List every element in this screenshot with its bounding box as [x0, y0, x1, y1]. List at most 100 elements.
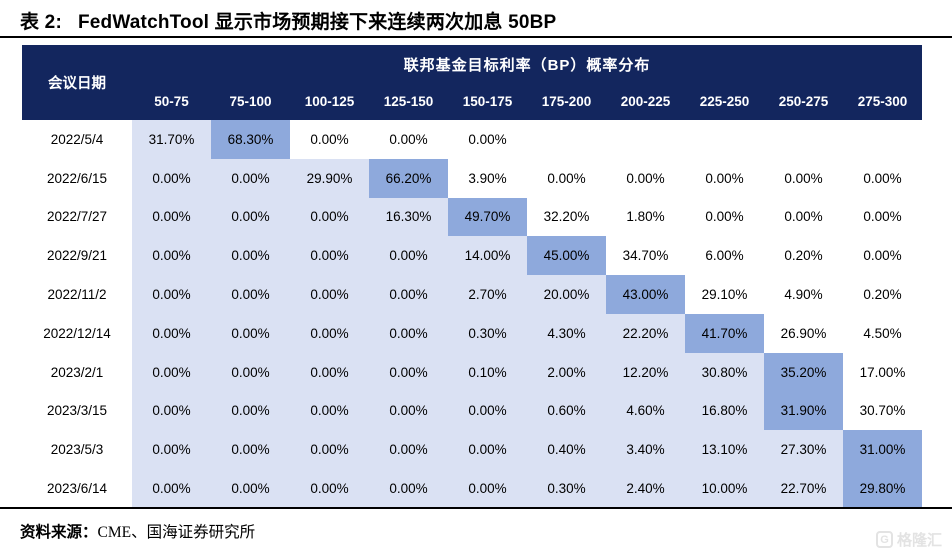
probability-cell: 66.20% — [369, 158, 448, 198]
probability-cell: 0.00% — [132, 469, 211, 508]
group-header: 联邦基金目标利率（BP）概率分布 — [132, 45, 922, 83]
source-label: 资料来源： — [20, 524, 98, 541]
probability-cell: 0.00% — [448, 120, 527, 159]
probability-cell: 0.00% — [369, 275, 448, 314]
gelonghui-logo-icon: G — [875, 531, 893, 548]
probability-cell — [843, 120, 922, 159]
probability-cell: 0.00% — [290, 430, 369, 470]
probability-cell: 29.10% — [685, 275, 764, 314]
probability-cell: 0.00% — [290, 236, 369, 276]
rate-bucket-header: 175-200 — [527, 83, 606, 120]
rate-bucket-header: 150-175 — [448, 83, 527, 120]
top-rule — [0, 36, 952, 39]
probability-cell: 0.00% — [132, 275, 211, 314]
meeting-date-cell: 2022/6/15 — [22, 158, 132, 198]
probability-cell: 0.00% — [527, 158, 606, 198]
probability-cell: 4.60% — [606, 391, 685, 431]
probability-cell: 45.00% — [527, 236, 606, 276]
probability-cell: 14.00% — [448, 236, 527, 276]
meeting-date-cell: 2023/5/3 — [22, 430, 132, 470]
probability-cell: 0.00% — [132, 236, 211, 276]
probability-cell: 0.00% — [369, 469, 448, 508]
probability-cell: 0.00% — [843, 197, 922, 237]
probability-cell: 0.00% — [211, 352, 290, 392]
rate-bucket-header: 75-100 — [211, 83, 290, 120]
meeting-date-cell: 2022/11/2 — [22, 275, 132, 314]
table-row: 2022/5/4 31.70% 68.30% 0.00% 0.00% 0.00% — [22, 120, 922, 159]
probability-cell: 0.00% — [685, 197, 764, 237]
table-row: 2022/12/14 0.00% 0.00% 0.00% 0.00% 0.30% 4.30%… — [22, 313, 922, 353]
probability-cell: 0.00% — [843, 158, 922, 198]
probability-cell: 0.60% — [527, 391, 606, 431]
table-row: 2022/6/15 0.00% 0.00% 29.90% 66.20% 3.90% 0.00… — [22, 158, 922, 198]
probability-cell: 10.00% — [685, 469, 764, 508]
probability-cell: 0.00% — [448, 391, 527, 431]
probability-cell: 30.70% — [843, 391, 922, 431]
probability-cell: 0.00% — [211, 430, 290, 470]
probability-cell: 0.00% — [369, 236, 448, 276]
probability-cell: 31.00% — [843, 430, 922, 470]
probability-cell: 0.00% — [290, 120, 369, 159]
probability-cell — [764, 120, 843, 159]
table-row: 2023/2/1 0.00% 0.00% 0.00% 0.00% 0.10% 2.00% 12… — [22, 352, 922, 392]
probability-cell: 0.00% — [369, 352, 448, 392]
source-text: CME、国海证券研究所 — [97, 524, 256, 541]
probability-cell: 2.00% — [527, 352, 606, 392]
probability-cell: 0.00% — [211, 313, 290, 353]
probability-cell: 0.00% — [290, 391, 369, 431]
rate-bucket-header: 275-300 — [843, 83, 922, 120]
probability-cell: 2.70% — [448, 275, 527, 314]
probability-cell: 0.00% — [290, 352, 369, 392]
probability-cell: 0.00% — [132, 352, 211, 392]
probability-cell: 31.90% — [764, 391, 843, 431]
table-title: 表 2: FedWatchTool 显示市场预期接下来连续两次加息 50BP — [20, 7, 556, 34]
gelonghui-watermark: G 格隆汇 — [875, 529, 942, 550]
probability-cell: 17.00% — [843, 352, 922, 392]
table-row: 2022/11/2 0.00% 0.00% 0.00% 0.00% 2.70% 20.00%… — [22, 275, 922, 314]
probability-cell: 27.30% — [764, 430, 843, 470]
probability-cell: 0.20% — [764, 236, 843, 276]
probability-cell: 0.00% — [369, 313, 448, 353]
meeting-date-cell: 2023/3/15 — [22, 391, 132, 431]
meeting-date-column-header: 会议日期 — [22, 45, 132, 120]
probability-cell: 0.00% — [290, 275, 369, 314]
probability-cell: 49.70% — [448, 197, 527, 237]
probability-cell: 41.70% — [685, 313, 764, 353]
meeting-date-cell: 2022/12/14 — [22, 313, 132, 353]
probability-cell: 4.90% — [764, 275, 843, 314]
table-header: 会议日期 联邦基金目标利率（BP）概率分布 50-75 75-100 100-125… — [22, 45, 922, 120]
meeting-date-cell: 2022/7/27 — [22, 197, 132, 237]
probability-cell: 35.20% — [764, 352, 843, 392]
rate-bucket-header: 250-275 — [764, 83, 843, 120]
table-body: 2022/5/4 31.70% 68.30% 0.00% 0.00% 0.00% 2022/… — [22, 120, 922, 508]
watermark-text: 格隆汇 — [896, 532, 942, 549]
rate-bucket-header: 50-75 — [132, 83, 211, 120]
rate-bucket-header: 225-250 — [685, 83, 764, 120]
probability-cell: 0.00% — [764, 197, 843, 237]
rate-bucket-header: 200-225 — [606, 83, 685, 120]
probability-cell: 0.00% — [132, 158, 211, 198]
probability-cell: 0.00% — [290, 469, 369, 508]
probability-cell: 0.00% — [211, 197, 290, 237]
probability-cell: 16.80% — [685, 391, 764, 431]
rate-bucket-header-row: 50-75 75-100 100-125 125-150 150-175 175-200 2… — [22, 83, 922, 120]
probability-cell: 0.00% — [369, 391, 448, 431]
probability-cell: 29.90% — [290, 158, 369, 198]
probability-cell: 0.30% — [527, 469, 606, 508]
probability-cell: 0.00% — [211, 275, 290, 314]
probability-cell: 0.00% — [764, 158, 843, 198]
probability-cell: 0.00% — [132, 430, 211, 470]
probability-cell: 3.90% — [448, 158, 527, 198]
probability-cell: 0.00% — [843, 236, 922, 276]
fedwatch-probability-table: 会议日期 联邦基金目标利率（BP）概率分布 50-75 75-100 100-125… — [22, 45, 922, 508]
probability-cell: 0.00% — [290, 313, 369, 353]
group-header-row: 会议日期 联邦基金目标利率（BP）概率分布 — [22, 45, 922, 120]
table-row: 2022/9/21 0.00% 0.00% 0.00% 0.00% 14.00% 45.00… — [22, 236, 922, 276]
probability-cell: 29.80% — [843, 469, 922, 508]
rate-bucket-header: 125-150 — [369, 83, 448, 120]
table-row: 2023/5/3 0.00% 0.00% 0.00% 0.00% 0.00% 0.40% 3.… — [22, 430, 922, 470]
probability-cell: 0.00% — [132, 391, 211, 431]
probability-cell: 0.00% — [369, 120, 448, 159]
table-row: 2023/6/14 0.00% 0.00% 0.00% 0.00% 0.00% 0.30% 2… — [22, 469, 922, 508]
source-note: 资料来源：CME、国海证券研究所 — [20, 520, 255, 542]
